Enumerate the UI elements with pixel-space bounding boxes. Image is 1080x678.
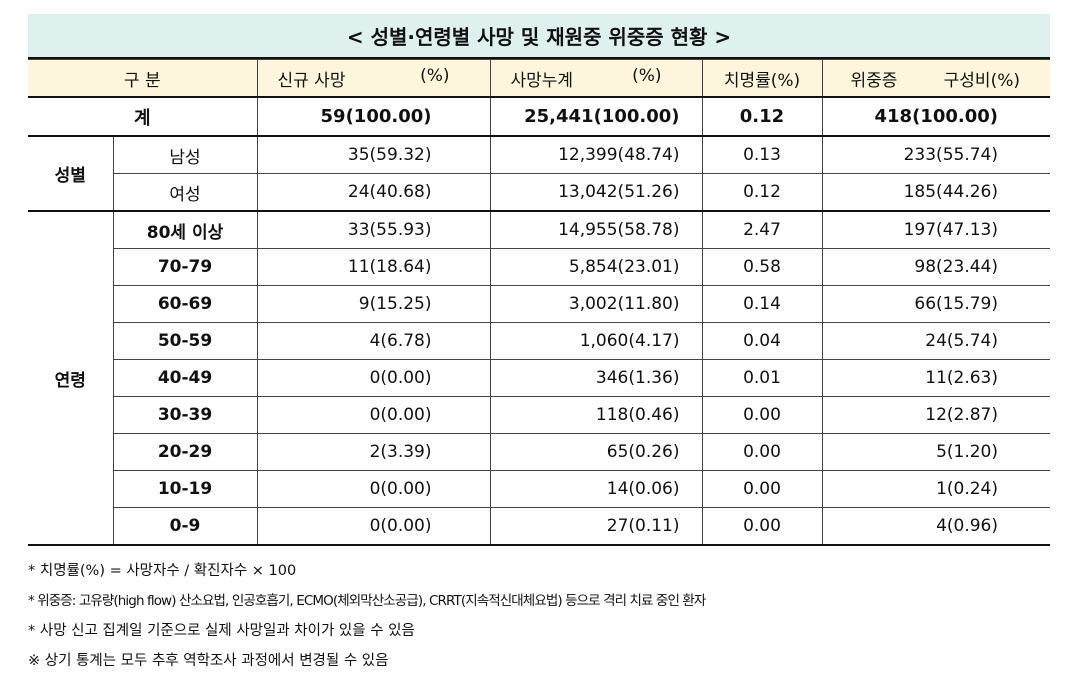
data-row: 20-29 2(3.39) 65(0.26) 0.00 5(1.20) [28,433,1050,471]
data-cell: 0(0.00) [256,470,491,508]
row-label: 10-19 [113,470,258,508]
data-cell: 33(55.93) [256,210,491,249]
data-cell: 0.13 [701,135,823,174]
data-cell: 2(3.39) [256,433,491,471]
data-cell: 98(23.44) [821,248,1050,286]
row-label: 70-79 [113,248,258,286]
data-cell: 5(1.20) [821,433,1050,471]
note: * 사망 신고 집계일 기준으로 실제 사망일과 차이가 있을 수 있음 [28,623,415,639]
total-row: 계 59(100.00) 25,441(100.00) 0.12 418(100.00) [28,96,1050,137]
header-cell: 위중증 구성비(%) [821,59,1050,98]
row-label: 30-39 [113,396,258,434]
data-cell: 27(0.11) [489,507,703,546]
data-row: 30-39 0(0.00) 118(0.46) 0.00 12(2.87) [28,396,1050,434]
data-cell: 66(15.79) [821,285,1050,323]
data-cell: 59(100.00) [256,96,491,137]
data-cell: 11(2.63) [821,359,1050,397]
data-cell: 1(0.24) [821,470,1050,508]
row-label: 계 [28,96,258,137]
data-row: 0-9 0(0.00) 27(0.11) 0.00 4(0.96) [28,507,1050,546]
data-cell: 0.00 [701,396,823,434]
data-row: 70-79 11(18.64) 5,854(23.01) 0.58 98(23.44) [28,248,1050,286]
data-row: 50-59 4(6.78) 1,060(4.17) 0.04 24(5.74) [28,322,1050,360]
data-row: 60-69 9(15.25) 3,002(11.80) 0.14 66(15.79) [28,285,1050,323]
data-cell: 0(0.00) [256,507,491,546]
data-cell: 14(0.06) [489,470,703,508]
data-cell: 0.01 [701,359,823,397]
data-cell: 0.00 [701,470,823,508]
data-cell: 0.04 [701,322,823,360]
header-cell: 구 분 [28,59,258,98]
header-text: (%) [632,65,662,86]
row-label: 80세 이상 [112,210,258,249]
data-cell: 24(5.74) [821,322,1050,360]
data-cell: 0.14 [701,285,823,323]
data-cell: 35(59.32) [256,135,491,174]
data-cell: 11(18.64) [256,248,491,286]
data-cell: 197(47.13) [821,210,1050,249]
header-row: 구 분 신규 사망 (%) 사망누계 (%) 치명률(%) 위중증 구성비(%) [28,59,1050,98]
note: * 치명률(%) = 사망자수 / 확진자수 × 100 [28,563,297,579]
notes: * 치명률(%) = 사망자수 / 확진자수 × 100 * 위중증: 고유량(h… [28,556,706,676]
header-text: (%) [420,65,450,86]
data-cell: 65(0.26) [489,433,703,471]
row-label: 50-59 [113,322,258,360]
data-cell: 4(0.96) [821,507,1050,546]
data-row: 성별 남성 35(59.32) 12,399(48.74) 0.13 233(55.74) [28,135,1050,212]
data-cell: 12(2.87) [821,396,1050,434]
data-cell: 185(44.26) [821,173,1050,212]
header-cell: 사망누계 (%) [489,59,703,98]
header-cell: 신규 사망 (%) [256,59,491,98]
data-cell: 346(1.36) [489,359,703,397]
data-cell: 9(15.25) [256,285,491,323]
header-text: 사망누계 [510,70,574,91]
row-label: 60-69 [113,285,258,323]
data-cell: 0.12 [701,173,823,212]
data-cell: 2.47 [701,210,823,249]
data-row: 10-19 0(0.00) 14(0.06) 0.00 1(0.24) [28,470,1050,508]
data-cell: 4(6.78) [256,322,491,360]
note: ※ 상기 통계는 모두 추후 역학조사 과정에서 변경될 수 있음 [28,653,389,669]
data-row: 여성 24(40.68) 13,042(51.26) 0.12 185(44.26) [28,173,1050,212]
row-label: 남성 [112,135,258,174]
data-cell: 1,060(4.17) [489,322,703,360]
header-text: 위중증 [850,70,898,91]
table-title: < 성별·연령별 사망 및 재원중 위중증 현황 > [28,14,1050,59]
data-cell: 0(0.00) [256,359,491,397]
note: * 위중증: 고유량(high flow) 산소요법, 인공호흡기, ECMO(… [28,593,706,609]
data-cell: 12,399(48.74) [489,135,703,174]
data-cell: 0.58 [701,248,823,286]
data-cell: 418(100.00) [821,96,1050,137]
header-text: 구성비(%) [943,70,1020,91]
row-label: 여성 [113,173,258,212]
data-cell: 3,002(11.80) [489,285,703,323]
data-cell: 0.12 [701,96,823,137]
data-cell: 25,441(100.00) [489,96,703,137]
row-label: 0-9 [113,507,258,546]
row-label: 40-49 [113,359,258,397]
data-cell: 0(0.00) [256,396,491,434]
data-row: 연령 80세 이상 33(55.93) 14,955(58.78) 2.47 197(47… [28,210,1050,546]
data-cell: 5,854(23.01) [489,248,703,286]
data-row: 40-49 0(0.00) 346(1.36) 0.01 11(2.63) [28,359,1050,397]
data-cell: 14,955(58.78) [489,210,703,249]
header-text: 신규 사망 [277,70,346,91]
row-label: 20-29 [113,433,258,471]
data-cell: 24(40.68) [256,173,491,212]
data-cell: 233(55.74) [821,135,1050,174]
data-cell: 118(0.46) [489,396,703,434]
group-label: 연령 [28,210,114,546]
data-cell: 13,042(51.26) [489,173,703,212]
group-label: 성별 [28,135,114,212]
data-cell: 0.00 [701,433,823,471]
data-cell: 0.00 [701,507,823,546]
header-cell: 치명률(%) [701,59,823,98]
